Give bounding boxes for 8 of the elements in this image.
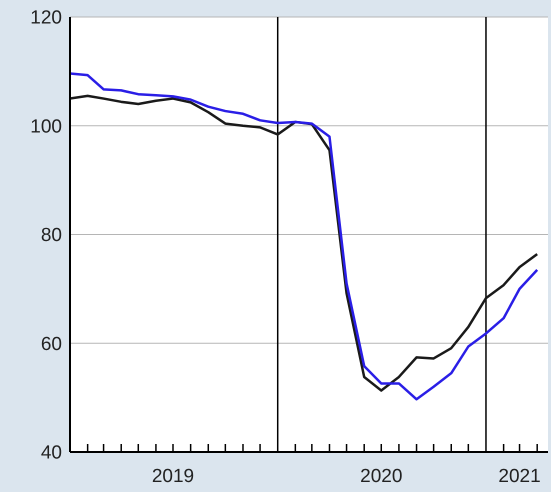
- x-tick-label: 2021: [498, 466, 541, 487]
- y-tick-label: 100: [30, 116, 62, 138]
- y-tick-label: 120: [30, 8, 62, 29]
- x-tick-label: 2019: [152, 466, 194, 487]
- y-tick-label: 80: [40, 225, 62, 246]
- y-tick-label: 40: [40, 442, 62, 464]
- y-tick-label: 60: [40, 334, 62, 355]
- x-tick-label: 2020: [360, 466, 402, 487]
